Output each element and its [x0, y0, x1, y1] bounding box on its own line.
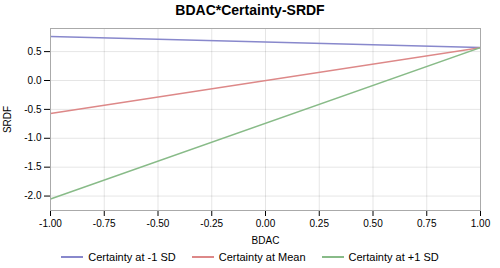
svg-text:-0.5: -0.5	[24, 104, 42, 115]
svg-text:BDAC: BDAC	[252, 235, 280, 246]
svg-text:-0.50: -0.50	[147, 218, 170, 229]
svg-text:1.00: 1.00	[471, 218, 491, 229]
svg-text:0.5: 0.5	[28, 46, 42, 57]
svg-text:0.50: 0.50	[363, 218, 383, 229]
svg-text:-1.0: -1.0	[24, 132, 42, 143]
svg-text:SRDF: SRDF	[2, 106, 13, 133]
svg-text:0.75: 0.75	[417, 218, 437, 229]
svg-text:0.0: 0.0	[28, 75, 42, 86]
svg-text:-2.0: -2.0	[24, 190, 42, 201]
svg-text:-0.75: -0.75	[93, 218, 116, 229]
html-text:BDAC*Certainty-SRDF: BDAC*Certainty-SRDF	[175, 2, 325, 18]
svg-text:-1.5: -1.5	[24, 161, 42, 172]
html-text:Certainty at -1 SD: Certainty at -1 SD	[88, 251, 176, 263]
html-text:Certainty at +1 SD: Certainty at +1 SD	[348, 251, 439, 263]
svg-text:0.00: 0.00	[256, 218, 276, 229]
svg-text:-0.25: -0.25	[200, 218, 223, 229]
svg-text:0.25: 0.25	[310, 218, 330, 229]
html-text:Certainty at Mean: Certainty at Mean	[218, 251, 306, 263]
svg-text:-1.00: -1.00	[39, 218, 62, 229]
